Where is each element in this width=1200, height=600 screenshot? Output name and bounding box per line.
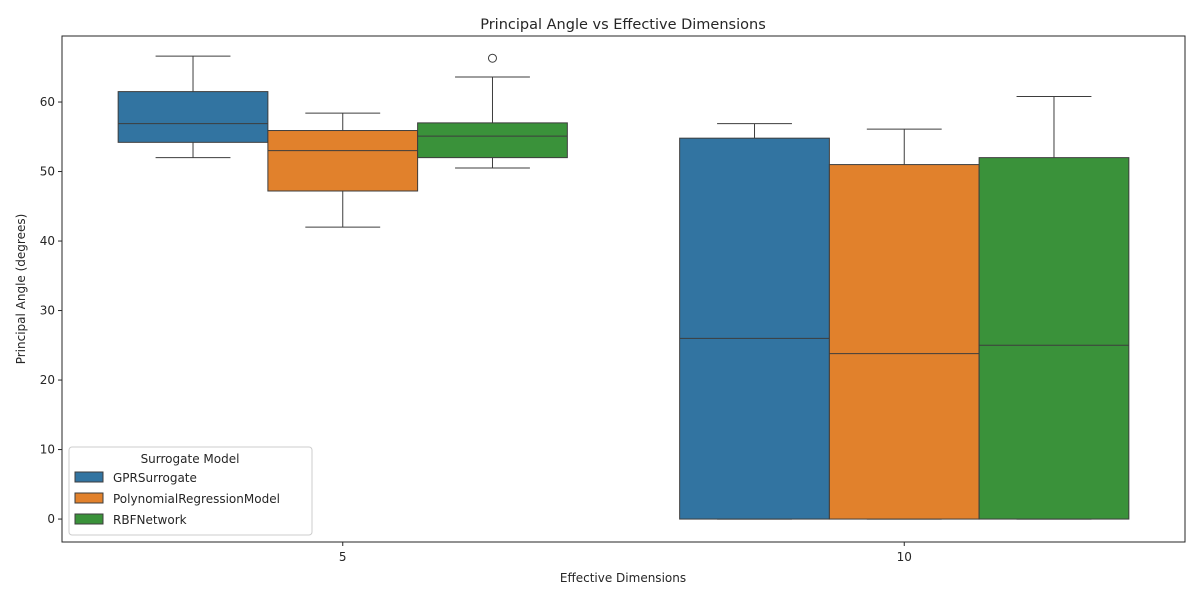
legend-item-GPRSurrogate: GPRSurrogate (74, 471, 197, 485)
y-tick-label: 40 (40, 234, 55, 248)
legend-frame (68, 446, 313, 536)
y-axis-label: Principal Angle (degrees) (14, 214, 28, 365)
axes-frame (61, 35, 1186, 543)
box-GPRSurrogate-10 (679, 123, 830, 520)
box-body (828, 164, 980, 520)
legend: Surrogate Model GPRSurrogate PolynomialRe… (68, 446, 313, 536)
legend-label: RBFNetwork (113, 513, 187, 527)
legend-swatch (74, 471, 104, 483)
y-tick-label: 60 (40, 95, 55, 109)
x-axis-label: Effective Dimensions (560, 571, 686, 585)
y-tick-label: 30 (40, 304, 55, 318)
legend-label: PolynomialRegressionModel (113, 492, 280, 506)
y-tick-label: 0 (47, 512, 55, 526)
x-tick-label: 10 (897, 550, 912, 564)
box-body (267, 130, 419, 192)
box-body (117, 91, 269, 143)
box-body (679, 137, 830, 520)
box-RBFNetwork-10 (978, 95, 1130, 520)
outlier-point (487, 53, 497, 63)
box-RBFNetwork-5 (417, 53, 568, 169)
box-body (978, 157, 1130, 520)
legend-title: Surrogate Model (141, 452, 240, 466)
box-PolynomialRegressionModel-5 (267, 112, 419, 228)
x-tick-label: 5 (339, 550, 347, 564)
box-body (417, 122, 568, 159)
legend-item-RBFNetwork: RBFNetwork (74, 513, 187, 527)
y-tick-label: 50 (40, 165, 55, 179)
legend-swatch (74, 513, 104, 525)
plot-area: 0 10 20 30 40 50 60 5 10 (40, 53, 1130, 564)
y-tick-label: 10 (40, 443, 55, 457)
legend-item-PolynomialRegressionModel: PolynomialRegressionModel (74, 492, 280, 506)
box-GPRSurrogate-5 (117, 55, 269, 159)
y-tick-label: 20 (40, 373, 55, 387)
legend-swatch (74, 492, 104, 504)
box-PolynomialRegressionModel-10 (828, 128, 980, 520)
chart-title: Principal Angle vs Effective Dimensions (480, 17, 766, 33)
legend-label: GPRSurrogate (113, 471, 197, 485)
